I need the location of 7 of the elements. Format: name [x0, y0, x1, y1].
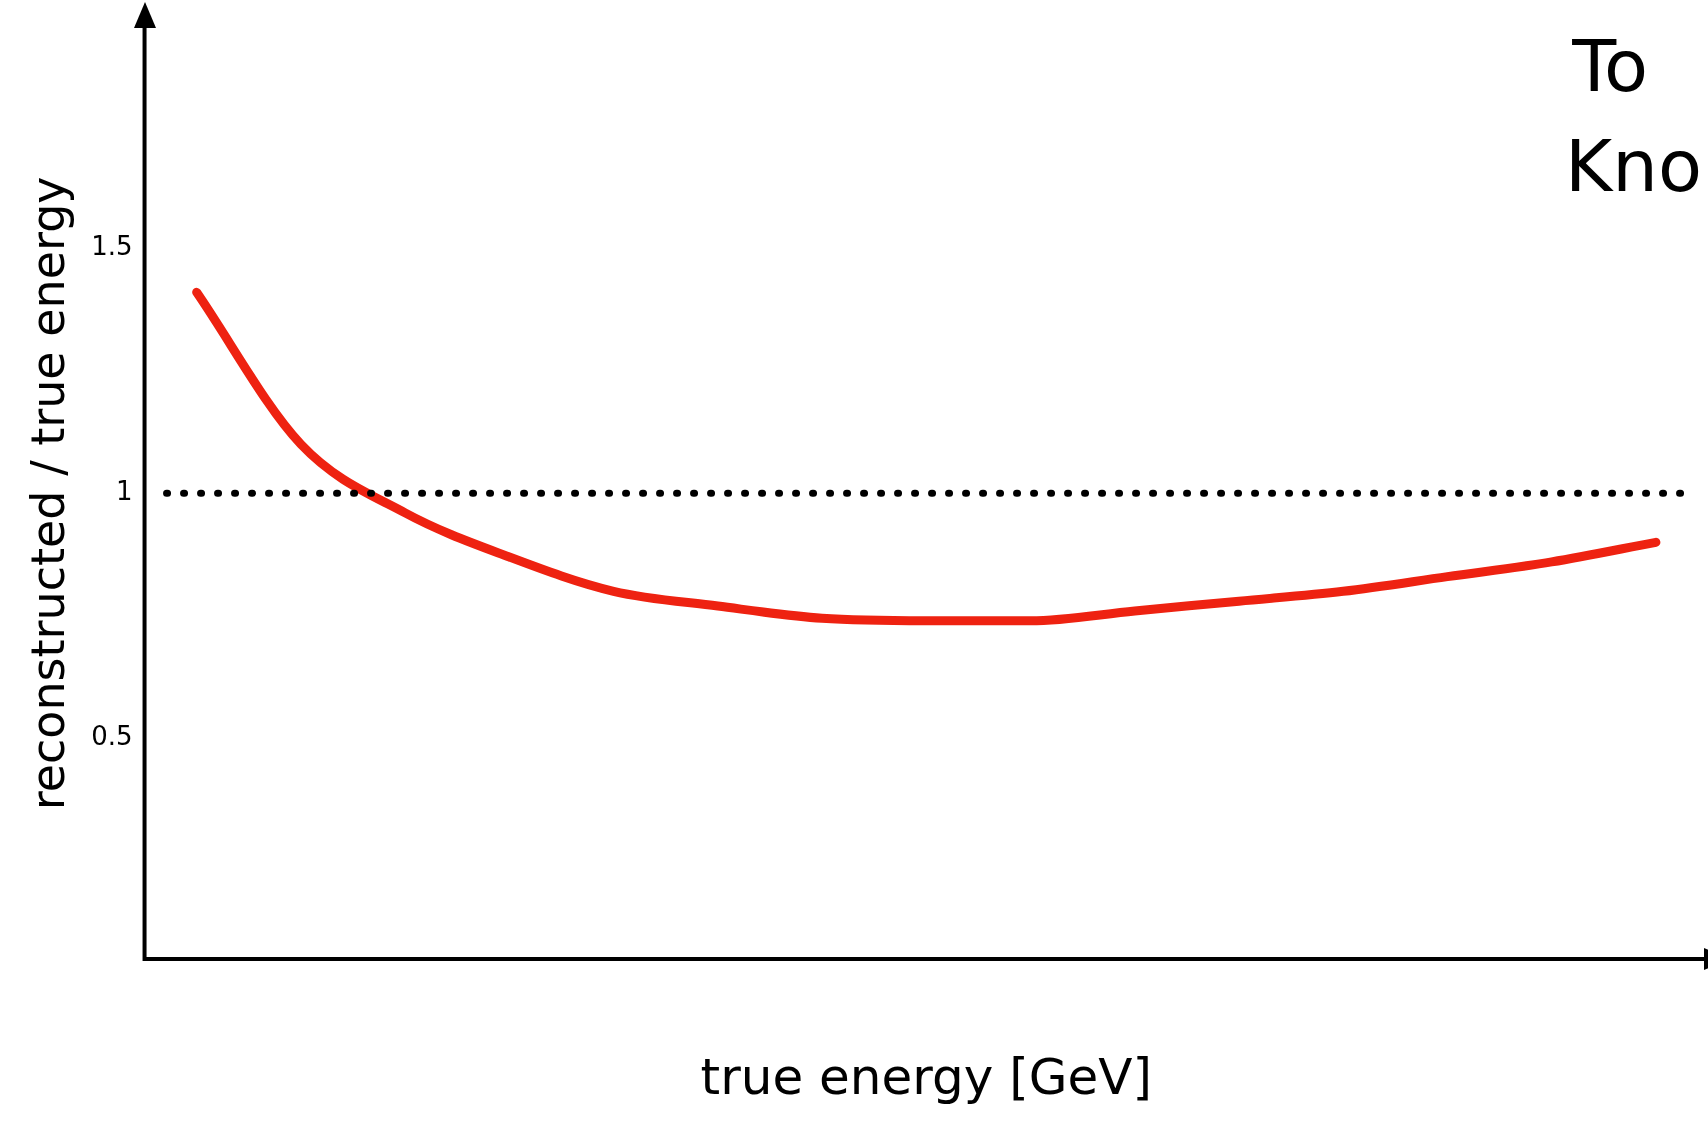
y-tick-label: 1.5 — [91, 230, 133, 261]
y-tick-label: 0.5 — [91, 721, 133, 752]
x-axis-title: true energy [GeV] — [700, 1047, 1152, 1106]
annotation: To — [1572, 24, 1648, 108]
y-tick-label: 1 — [116, 476, 133, 507]
y-axis-title: reconstructed / true energy — [20, 176, 75, 811]
annotation: Kno — [1565, 124, 1702, 208]
